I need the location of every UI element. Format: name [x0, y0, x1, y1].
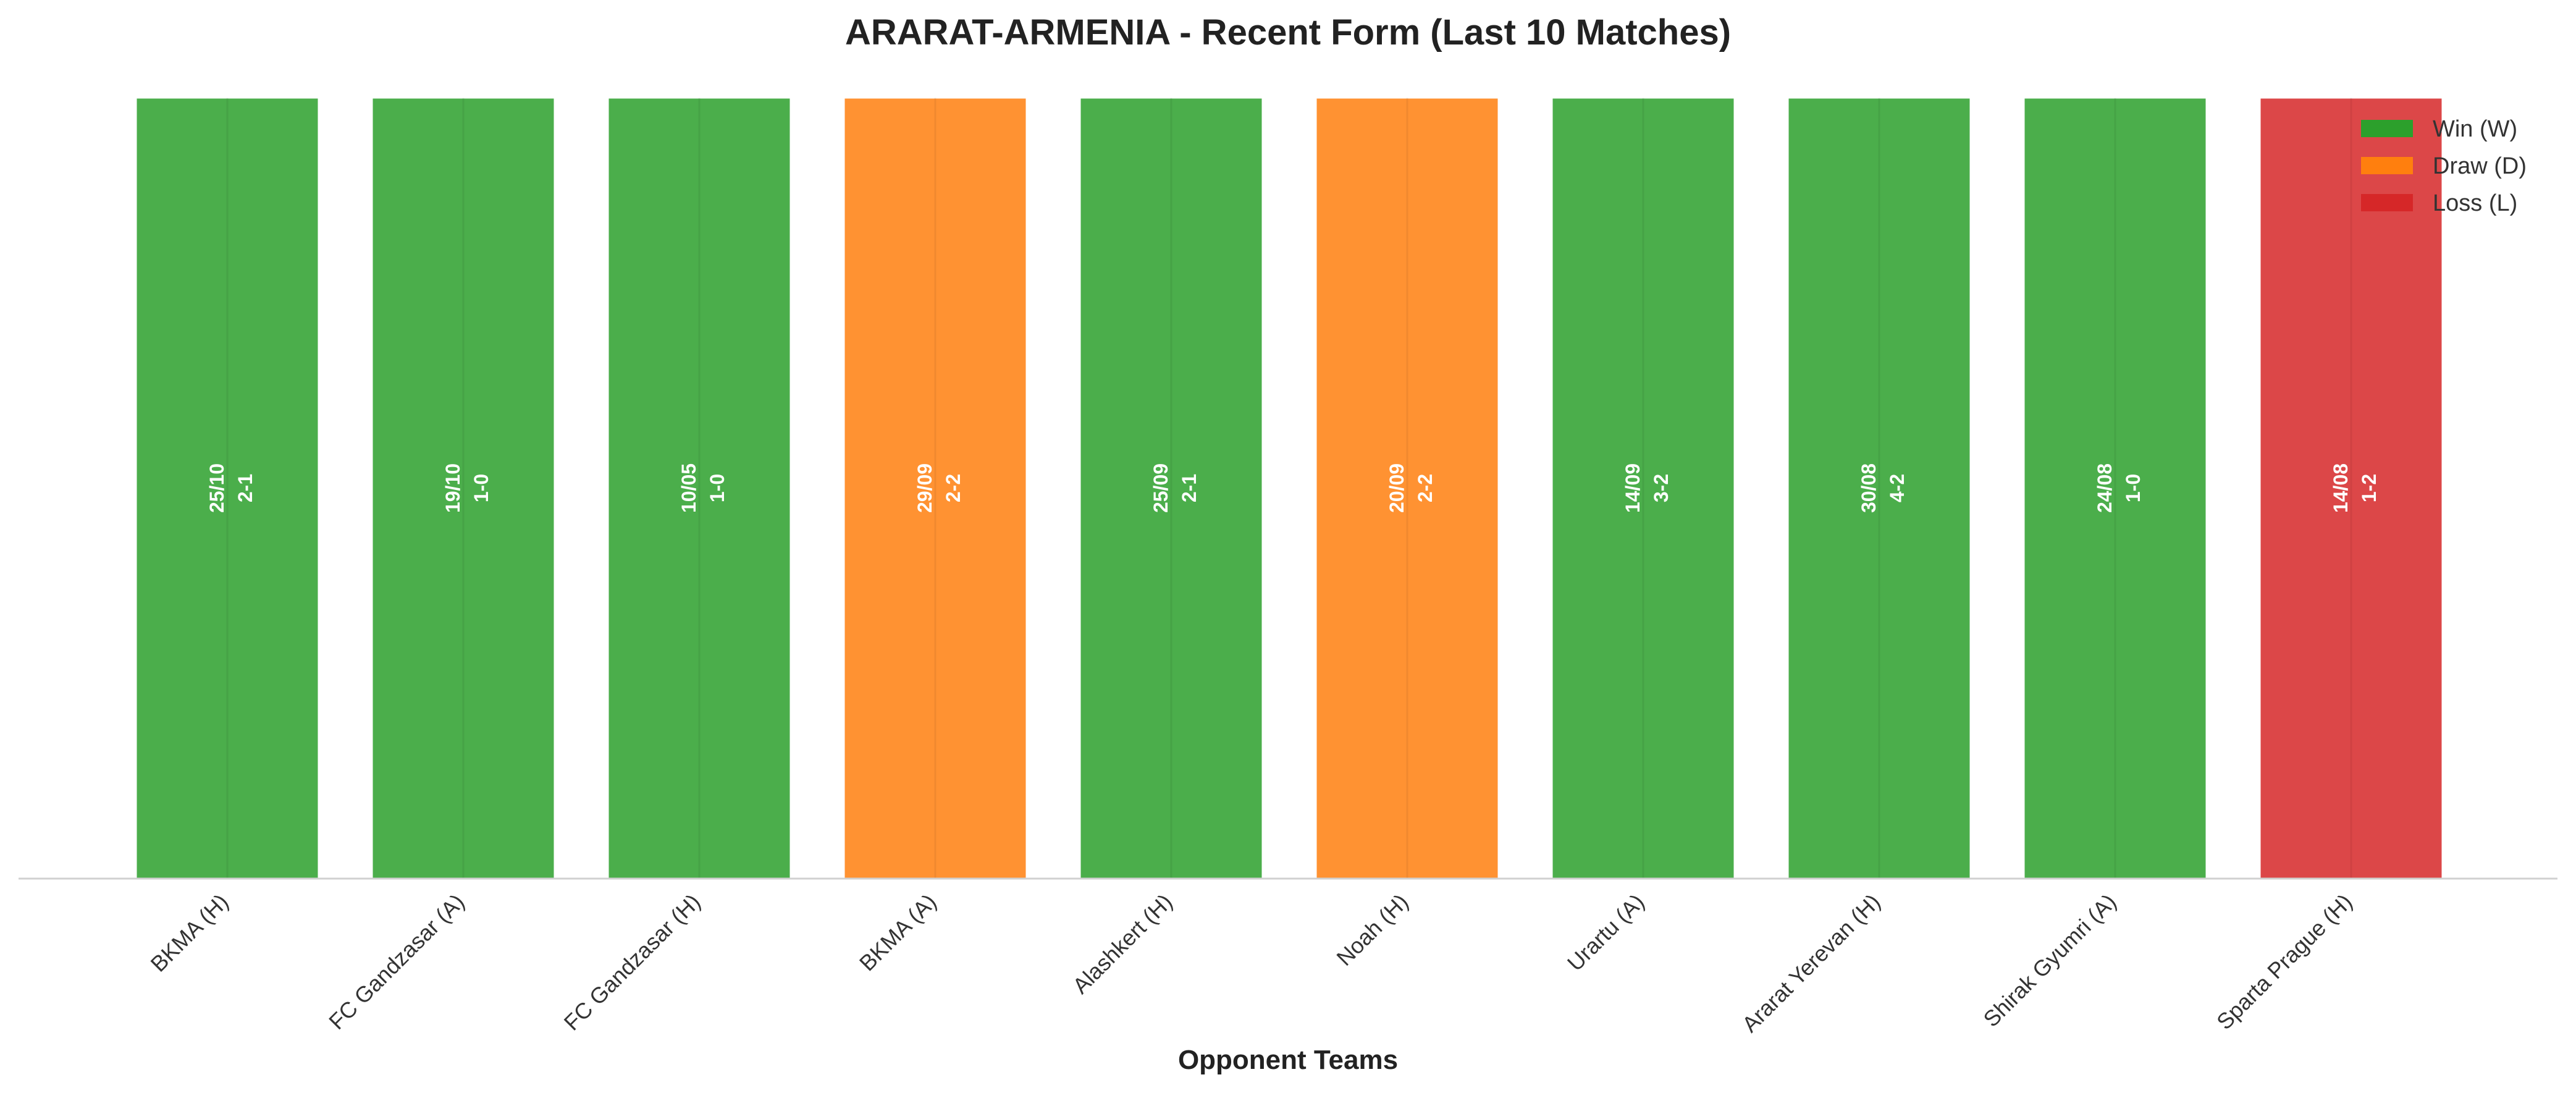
bar-label-date: 25/09 [1150, 463, 1172, 513]
x-tick-label: Shirak Gyumri (A) [1978, 889, 2121, 1032]
bar-label: 25/09 2-1 [1150, 463, 1200, 513]
x-tick-labels: BKMA (H) FC Gandzasar (A) FC Gandzasar (H)… [146, 889, 2357, 1037]
bar-5 [1079, 96, 1264, 880]
bar-label-date: 10/05 [678, 463, 700, 513]
bar-label: 30/08 4-2 [1858, 463, 1908, 513]
bar-label-score: 1-0 [706, 474, 728, 502]
legend-label: Win (W) [2433, 116, 2517, 142]
bars-group: 25/10 2-1 19/10 1-0 10/05 1-0 29/09 2-2 25/09 2-1… [135, 96, 2444, 880]
bar-label-date: 30/08 [1858, 463, 1880, 513]
bar-2 [371, 96, 556, 880]
x-tick-label: BKMA (A) [854, 889, 941, 976]
bar-label-score: 2-2 [942, 474, 964, 502]
bar-label-score: 1-0 [2122, 474, 2144, 502]
bar-label: 29/09 2-2 [914, 463, 964, 513]
legend-label: Loss (L) [2433, 190, 2517, 216]
bar-label: 19/10 1-0 [442, 463, 492, 513]
bar-label-score: 2-1 [1178, 474, 1200, 502]
bar-label-date: 20/09 [1386, 463, 1408, 513]
bar-label: 25/10 2-1 [206, 463, 256, 513]
bar-label: 10/05 1-0 [678, 463, 728, 513]
bar-label-date: 14/08 [2330, 463, 2352, 513]
x-tick-label: Urartu (A) [1562, 889, 1649, 976]
legend-swatch [2361, 120, 2413, 137]
bar-label-score: 3-2 [1650, 474, 1672, 502]
bar-7 [1551, 96, 1736, 880]
bar-label-score: 4-2 [1886, 474, 1908, 502]
x-tick-label: Noah (H) [1331, 889, 1413, 971]
x-axis-label: Opponent Teams [1178, 1045, 1398, 1075]
chart-title: ARARAT-ARMENIA - Recent Form (Last 10 Ma… [845, 12, 1731, 53]
x-tick-label: Sparta Prague (H) [2212, 889, 2357, 1035]
bar-label-score: 2-1 [234, 474, 256, 502]
bar-1 [135, 96, 320, 880]
x-tick-label: FC Gandzasar (H) [559, 889, 705, 1036]
bar-10 [2258, 96, 2444, 880]
bar-label-date: 14/09 [1622, 463, 1644, 513]
bar-label-score: 2-2 [1414, 474, 1436, 502]
legend-swatch [2361, 157, 2413, 174]
bar-label: 14/08 1-2 [2330, 463, 2380, 513]
bar-label-score: 1-2 [2358, 474, 2380, 502]
x-tick-label: Ararat Yerevan (H) [1737, 889, 1885, 1037]
x-tick-label: FC Gandzasar (A) [324, 889, 469, 1035]
x-tick-label: BKMA (H) [146, 889, 234, 977]
legend: Win (W) Draw (D) Loss (L) [2361, 116, 2527, 216]
bar-4 [843, 96, 1028, 880]
bar-label: 20/09 2-2 [1386, 463, 1436, 513]
bar-label: 14/09 3-2 [1622, 463, 1672, 513]
bar-label: 24/08 1-0 [2094, 463, 2144, 513]
bar-label-date: 19/10 [442, 463, 464, 513]
bar-label-date: 29/09 [914, 463, 936, 513]
bar-3 [607, 96, 792, 880]
bar-6 [1315, 96, 1500, 880]
x-tick-label: Alashkert (H) [1067, 889, 1177, 999]
bar-label-score: 1-0 [470, 474, 492, 502]
bar-label-date: 25/10 [206, 463, 228, 513]
bar-label-date: 24/08 [2094, 463, 2116, 513]
legend-label: Draw (D) [2433, 153, 2527, 179]
legend-swatch [2361, 194, 2413, 211]
